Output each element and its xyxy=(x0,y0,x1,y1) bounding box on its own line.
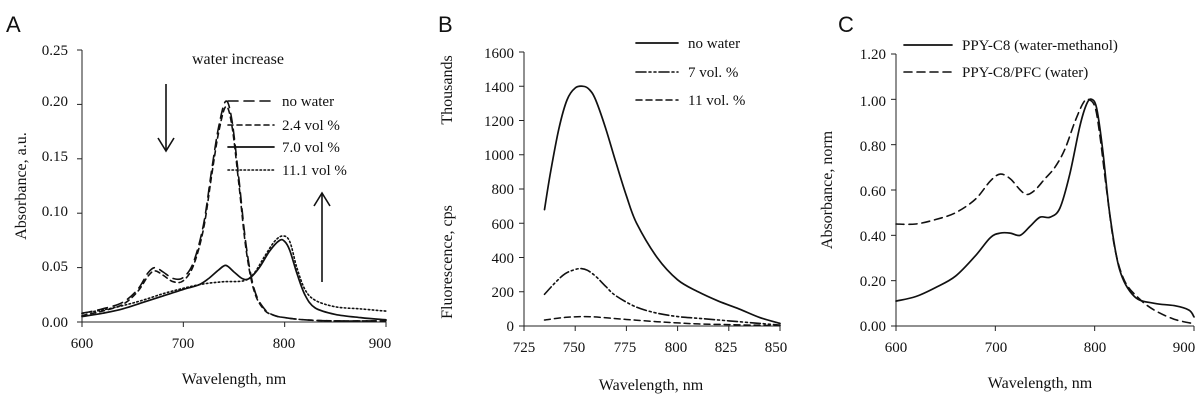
panel-c-x-tick-label: 800 xyxy=(1084,340,1107,356)
panel-c-y-tick-label: 0.60 xyxy=(860,184,886,200)
panel-b-x-tick-label: 850 xyxy=(765,340,788,356)
panel-b-y-tick-label: 200 xyxy=(492,285,515,301)
panel-a-up-arrow xyxy=(313,191,331,282)
legend-label-2-4-vol: 2.4 vol % xyxy=(282,118,340,134)
panel-c-y-tick-label: 0.40 xyxy=(860,229,886,245)
panel-b-series-line-3 xyxy=(543,315,781,327)
panel-a-x-tick-label: 800 xyxy=(273,336,296,352)
panel-b-series-line-1 xyxy=(543,85,781,325)
panel-a-y-tick-label: 0.00 xyxy=(42,315,68,331)
panel-a-y-tick-label: 0.10 xyxy=(42,204,68,220)
panel-c-letter: C xyxy=(838,12,854,37)
panel-a-x-tick-label: 900 xyxy=(369,336,392,352)
legend-label-no-water: no water xyxy=(688,36,740,52)
legend-label-ppy-c8-water-methanol: PPY-C8 (water-methanol) xyxy=(962,38,1118,54)
panel-b-x-tick-label: 825 xyxy=(715,340,738,356)
panel-c-y-axis-title: Absorbance, norm xyxy=(819,130,836,249)
up-arrow-head xyxy=(313,191,331,207)
panel-b-x-axis-title: Wavelength, nm xyxy=(599,377,704,394)
panel-a-annotation-water-increase: water increase xyxy=(192,51,284,68)
legend-label-7-vol: 7 vol. % xyxy=(688,65,738,81)
panel-b-x-tick-label: 750 xyxy=(563,340,586,356)
panel-c-y-tick-label: 0.00 xyxy=(860,319,886,335)
panel-a-x-tick-label: 700 xyxy=(172,336,195,352)
legend-label-11-vol: 11 vol. % xyxy=(688,93,745,109)
panel-b-series-line-2 xyxy=(543,267,781,326)
panel-b-y-tick-label: 1000 xyxy=(484,148,514,164)
panel-a-series-line-4 xyxy=(81,235,387,315)
panel-c-x-tick-label: 700 xyxy=(985,340,1008,356)
panel-a-series-group xyxy=(77,49,387,327)
panel-c-y-tick-label: 0.20 xyxy=(860,274,886,290)
panel-b-x-tick-labels: 725 750 775 800 825 850 xyxy=(513,340,788,356)
legend-label-no-water: no water xyxy=(282,94,334,110)
panel-a-y-tick-label: 0.05 xyxy=(42,259,68,275)
panel-c-legend: PPY-C8 (water-methanol) PPY-C8/PFC (wate… xyxy=(903,38,1118,81)
panel-b-legend: no water 7 vol. % 11 vol. % xyxy=(635,36,745,109)
panel-c-series-line-2 xyxy=(895,98,1195,325)
panel-c-x-axis-title: Wavelength, nm xyxy=(988,375,1093,392)
panel-b-series-group xyxy=(519,51,781,331)
panel-c-series-group xyxy=(891,53,1195,331)
panel-b-x-tick-label: 800 xyxy=(665,340,688,356)
panel-c-y-tick-labels: 0.00 0.20 0.40 0.60 0.80 1.00 1.20 xyxy=(860,47,886,335)
down-arrow-head xyxy=(157,137,175,153)
panel-a-series-line-2 xyxy=(81,105,387,322)
panel-b-x-tick-label: 775 xyxy=(614,340,637,356)
panel-a-x-tick-labels: 600 700 800 900 xyxy=(71,336,392,352)
panel-b-y-tick-labels: 0 200 400 600 800 1000 1200 1400 1600 xyxy=(484,46,514,335)
panel-c-series-line-1 xyxy=(895,98,1195,318)
panel-a-y-tick-labels: 0.00 0.05 0.10 0.15 0.20 0.25 xyxy=(42,43,68,331)
panel-a-y-axis-title: Absorbance, a.u. xyxy=(13,132,30,240)
panel-b-x-tick-label: 725 xyxy=(513,340,536,356)
panel-b-y-tick-label: 1600 xyxy=(484,46,514,62)
legend-label-11-1-vol: 11.1 vol % xyxy=(282,163,347,179)
panel-a-letter: A xyxy=(6,12,21,37)
panel-a-y-tick-label: 0.20 xyxy=(42,94,68,110)
panel-c-x-tick-label: 900 xyxy=(1173,340,1196,356)
panel-c-y-tick-label: 1.20 xyxy=(860,47,886,63)
panel-b-y-tick-label: 800 xyxy=(492,182,515,198)
panel-b-letter: B xyxy=(438,12,453,37)
panel-b-y-tick-label: 1200 xyxy=(484,114,514,130)
panel-c-y-tick-label: 0.80 xyxy=(860,139,886,155)
panel-a-legend: no water 2.4 vol % 7.0 vol % 11.1 vol % xyxy=(227,94,347,179)
panel-a-x-tick-label: 600 xyxy=(71,336,94,352)
panel-a-series-line-1 xyxy=(81,100,387,322)
panel-c-x-tick-label: 600 xyxy=(885,340,908,356)
panel-a: A 0.00 0.05 0.10 0.15 0.20 0.25 600 700 … xyxy=(6,12,391,388)
panel-c-y-tick-label: 1.00 xyxy=(860,94,886,110)
panel-a-x-axis-title: Wavelength, nm xyxy=(182,371,287,388)
panel-b-y-axis-title: Fluorescence, cps xyxy=(439,205,456,319)
panel-c-x-tick-labels: 600 700 800 900 xyxy=(885,340,1196,356)
panel-b-y-tick-label: 0 xyxy=(507,319,515,335)
panel-b: B 0 200 400 600 800 1000 1200 1400 1600 … xyxy=(438,12,787,394)
legend-label-ppy-c8-pfc-water: PPY-C8/PFC (water) xyxy=(962,65,1088,81)
panel-a-y-tick-label: 0.25 xyxy=(42,43,68,59)
panel-b-y-tick-label: 400 xyxy=(492,251,515,267)
panel-c: C 0.00 0.20 0.40 0.60 0.80 1.00 1.20 600… xyxy=(819,12,1195,392)
panel-b-y-tick-label: 1400 xyxy=(484,80,514,96)
panel-b-y-axis-units-thousands: Thousands xyxy=(439,55,456,124)
panel-a-down-arrow xyxy=(157,84,175,153)
panel-a-y-tick-label: 0.15 xyxy=(42,149,68,165)
panel-b-y-tick-label: 600 xyxy=(492,217,515,233)
legend-label-7-0-vol: 7.0 vol % xyxy=(282,140,340,156)
